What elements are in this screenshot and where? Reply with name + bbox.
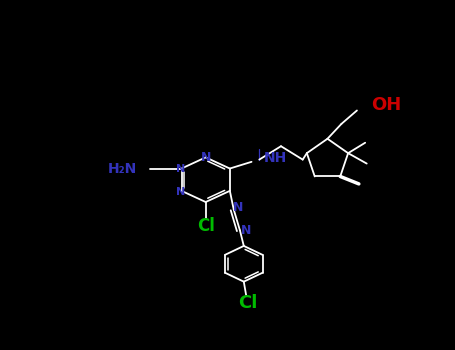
Text: N: N [201,151,211,164]
Text: Cl: Cl [238,294,258,312]
Text: N: N [241,224,251,237]
Text: OH: OH [371,96,401,113]
Text: N: N [233,201,243,214]
Text: Cl: Cl [197,217,215,235]
Text: NH: NH [264,151,287,165]
Text: H₂N: H₂N [107,162,136,176]
Text: N: N [176,187,185,197]
Text: N: N [176,163,185,174]
